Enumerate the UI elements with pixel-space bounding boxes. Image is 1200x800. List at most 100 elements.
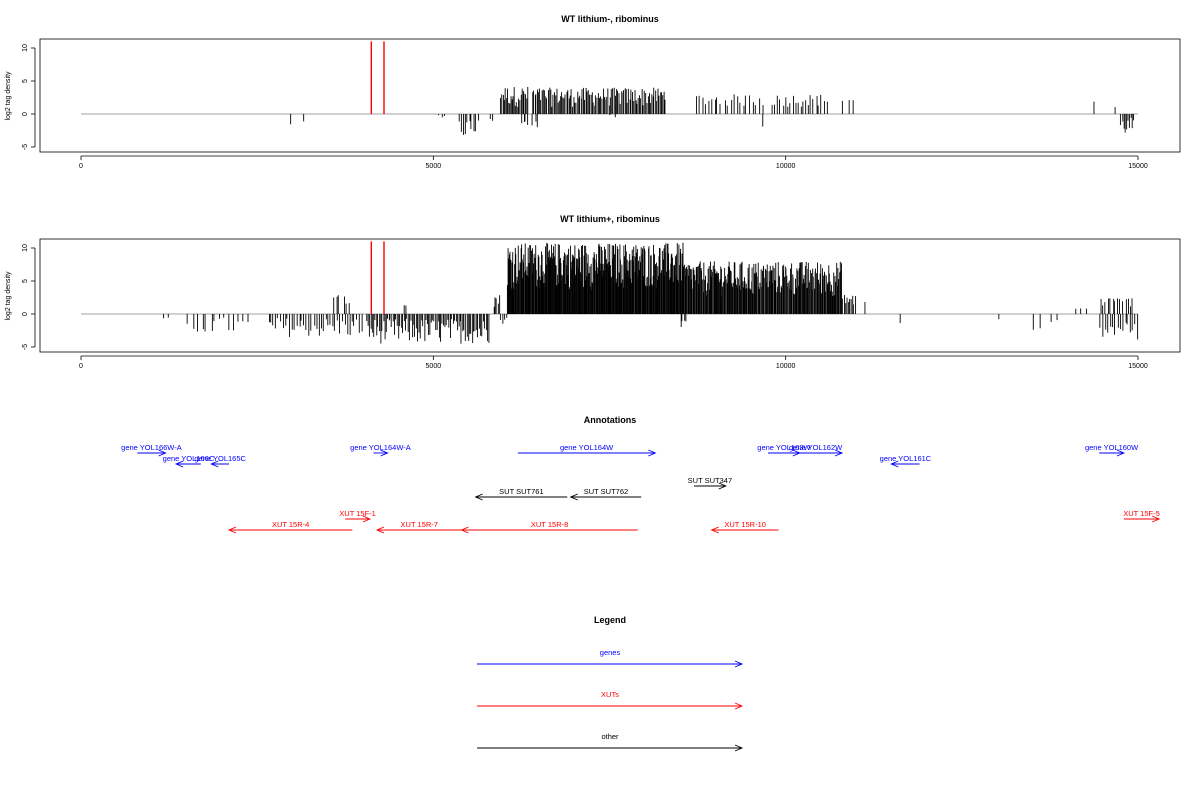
feature-label: gene YOL163W xyxy=(757,443,811,452)
red-marker-lines xyxy=(370,41,385,114)
legend-item-other: other xyxy=(477,732,744,752)
feature-label: SUT SUT762 xyxy=(584,487,628,496)
annotation-feature: gene YOL166W-A xyxy=(121,443,182,457)
track-panel-lithium-plus: WT lithium+, ribominus log2 tag density … xyxy=(5,214,1181,370)
y-tick-label: 5 xyxy=(22,79,29,83)
y-axis-label: log2 tag density xyxy=(5,71,12,121)
x-axis: 0 5000 10000 15000 xyxy=(79,355,1148,370)
feature-label: XUT 15F-5 xyxy=(1123,509,1160,518)
x-tick-label: 15000 xyxy=(1128,163,1148,170)
y-tick-label: -5 xyxy=(22,144,29,150)
y-axis: -5 0 5 10 xyxy=(22,244,36,350)
legend-item-gene: genes xyxy=(477,648,744,668)
annotation-feature: gene YOL166C xyxy=(163,454,215,468)
feature-arrow-head xyxy=(210,460,219,468)
annotation-feature: XUT 15R-10 xyxy=(710,520,779,534)
feature-label: XUT 15R-10 xyxy=(724,520,766,529)
feature-arrow-head xyxy=(734,660,744,668)
y-tick-label: 10 xyxy=(22,44,29,52)
feature-label: XUT 15R-8 xyxy=(531,520,568,529)
x-tick-label: 5000 xyxy=(426,163,442,170)
x-tick-label: 15000 xyxy=(1128,363,1148,370)
feature-label: gene YOL164W xyxy=(560,443,614,452)
feature-label: gene YOL166C xyxy=(163,454,215,463)
legend-item-xut: XUTs xyxy=(477,690,744,710)
annotation-feature: XUT 15R-7 xyxy=(375,520,462,534)
red-marker-lines xyxy=(370,241,385,314)
x-tick-label: 10000 xyxy=(776,363,796,370)
x-tick-label: 0 xyxy=(79,363,83,370)
annotation-feature: XUT 15R-8 xyxy=(460,520,638,534)
annotation-feature: gene YOL164W-A xyxy=(350,443,411,457)
feature-arrow-head xyxy=(474,493,483,501)
legend-items: genes XUTs other xyxy=(477,648,744,752)
feature-label: gene YOL164W-A xyxy=(350,443,411,452)
feature-arrow-head xyxy=(1151,515,1161,523)
feature-arrow-head xyxy=(174,460,184,468)
annotation-feature: gene YOL161C xyxy=(880,454,932,468)
annotation-feature: SUT SUT761 xyxy=(474,487,568,501)
annotation-feature: gene YOL160W xyxy=(1085,443,1139,457)
y-tick-label: 10 xyxy=(22,244,29,252)
y-tick-label: 0 xyxy=(22,312,29,316)
annotation-feature: gene YOL164W xyxy=(517,443,657,457)
feature-label: XUT 15R-4 xyxy=(272,520,309,529)
y-tick-label: 0 xyxy=(22,112,29,116)
plot-area-frame xyxy=(39,238,1181,353)
feature-arrow-head xyxy=(718,482,727,490)
feature-arrow-head xyxy=(834,449,844,457)
feature-arrow-head xyxy=(734,744,744,752)
feature-arrow-head xyxy=(362,515,372,523)
annotation-feature: XUT 15F-1 xyxy=(339,509,376,523)
annotation-feature: SUT SUT347 xyxy=(688,476,732,490)
annotation-feature: SUT SUT762 xyxy=(569,487,642,501)
feature-label: gene YOL160W xyxy=(1085,443,1139,452)
feature-arrow-head xyxy=(460,526,469,534)
feature-label: gene YOL166W-A xyxy=(121,443,182,452)
legend-item-label: genes xyxy=(600,648,621,657)
annotation-feature: gene YOL162W xyxy=(789,443,844,457)
feature-arrow-head xyxy=(227,526,237,534)
y-tick-label: 5 xyxy=(22,279,29,283)
panel-title-lithium-minus: WT lithium-, ribominus xyxy=(561,14,659,24)
annotation-feature: gene YOL165C xyxy=(194,454,247,468)
feature-label: XUT 15F-1 xyxy=(339,509,376,518)
y-axis: -5 0 5 10 xyxy=(22,44,36,150)
feature-label: gene YOL161C xyxy=(880,454,932,463)
legend-item-label: other xyxy=(601,732,619,741)
feature-arrow-head xyxy=(158,449,167,457)
feature-label: SUT SUT347 xyxy=(688,476,732,485)
feature-arrow-head xyxy=(890,460,899,468)
legend-item-label: XUTs xyxy=(601,690,619,699)
panel-title-lithium-plus: WT lithium+, ribominus xyxy=(560,214,660,224)
x-tick-label: 0 xyxy=(79,163,83,170)
legend: Legend genes XUTs other xyxy=(477,615,744,752)
x-tick-label: 5000 xyxy=(426,363,442,370)
feature-arrow-head xyxy=(569,493,578,501)
track-panel-lithium-minus: WT lithium-, ribominus log2 tag density … xyxy=(5,14,1181,170)
y-axis-label: log2 tag density xyxy=(5,271,12,321)
feature-arrow-head xyxy=(734,702,744,710)
y-tick-label: -5 xyxy=(22,344,29,350)
feature-arrow-head xyxy=(648,449,657,457)
feature-arrow-head xyxy=(1116,449,1126,457)
feature-arrow-head xyxy=(375,526,385,534)
density-bars xyxy=(163,242,1139,344)
feature-label: XUT 15R-7 xyxy=(401,520,438,529)
feature-arrow-head xyxy=(380,449,389,457)
x-axis: 0 5000 10000 15000 xyxy=(79,155,1148,170)
x-tick-label: 10000 xyxy=(776,163,796,170)
feature-label: gene YOL165C xyxy=(194,454,246,463)
annotations-title: Annotations xyxy=(584,415,637,425)
feature-arrow-head xyxy=(710,526,719,534)
legend-title: Legend xyxy=(594,615,626,625)
density-bars xyxy=(290,86,1135,135)
feature-label: gene YOL162W xyxy=(789,443,843,452)
feature-label: SUT SUT761 xyxy=(499,487,543,496)
plot-area-frame xyxy=(39,38,1181,153)
annotation-feature: XUT 15F-5 xyxy=(1123,509,1161,523)
annotation-feature: XUT 15R-4 xyxy=(227,520,353,534)
